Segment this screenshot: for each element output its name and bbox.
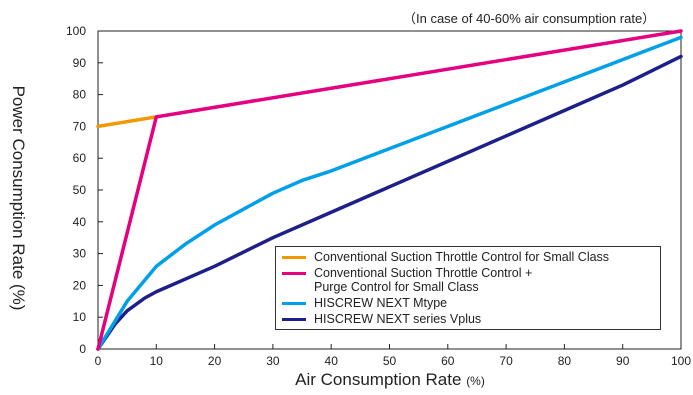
legend-item: Conventional Suction Throttle Control fo… — [282, 250, 654, 264]
legend-swatch — [282, 318, 306, 321]
legend-item: HISCREW NEXT Mtype — [282, 296, 654, 310]
x-tick-label: 30 — [266, 354, 280, 368]
x-tick-label: 60 — [441, 354, 455, 368]
y-tick-label: 30 — [73, 247, 87, 261]
series-line — [96, 115, 159, 129]
legend-label: HISCREW NEXT series Vplus — [314, 312, 482, 326]
x-tick-label: 70 — [499, 354, 513, 368]
legend-label: Conventional Suction Throttle Control fo… — [314, 250, 610, 264]
y-tick-label: 50 — [73, 183, 87, 197]
y-tick-label: 100 — [66, 24, 86, 38]
x-tick-label: 90 — [616, 354, 630, 368]
chart-note: （In case of 40-60% air consumption rate） — [403, 11, 656, 26]
x-tick-label: 100 — [671, 354, 691, 368]
y-tick-label: 0 — [79, 342, 86, 356]
y-tick-label: 40 — [73, 215, 87, 229]
series-line — [96, 35, 683, 351]
x-tick-label: 0 — [95, 354, 102, 368]
x-tick-label: 50 — [383, 354, 397, 368]
x-axis-label-unit: (%) — [466, 374, 485, 388]
x-tick-label: 80 — [558, 354, 572, 368]
legend-swatch — [282, 302, 306, 305]
y-tick-label: 60 — [73, 151, 87, 165]
y-tick-label: 10 — [73, 310, 87, 324]
legend-label: Conventional Suction Throttle Control + … — [314, 266, 533, 294]
series-line — [96, 54, 683, 351]
legend-item: Conventional Suction Throttle Control + … — [282, 266, 654, 294]
x-tick-label: 40 — [325, 354, 339, 368]
series-line — [96, 29, 683, 351]
x-axis-label: Air Consumption Rate (%) — [290, 370, 490, 390]
y-axis-label: Power Consumption Rate (%) — [9, 85, 28, 311]
x-axis-label-text: Air Consumption Rate — [295, 370, 462, 389]
legend: Conventional Suction Throttle Control fo… — [275, 246, 661, 330]
legend-swatch — [282, 272, 306, 275]
y-tick-label: 80 — [73, 88, 87, 102]
legend-item: HISCREW NEXT series Vplus — [282, 312, 654, 326]
y-tick-label: 90 — [73, 56, 87, 70]
legend-swatch — [282, 256, 306, 259]
x-tick-label: 20 — [208, 354, 222, 368]
y-tick-label: 70 — [73, 119, 87, 133]
legend-label: HISCREW NEXT Mtype — [314, 296, 448, 310]
x-tick-label: 10 — [150, 354, 164, 368]
y-tick-label: 20 — [73, 278, 87, 292]
